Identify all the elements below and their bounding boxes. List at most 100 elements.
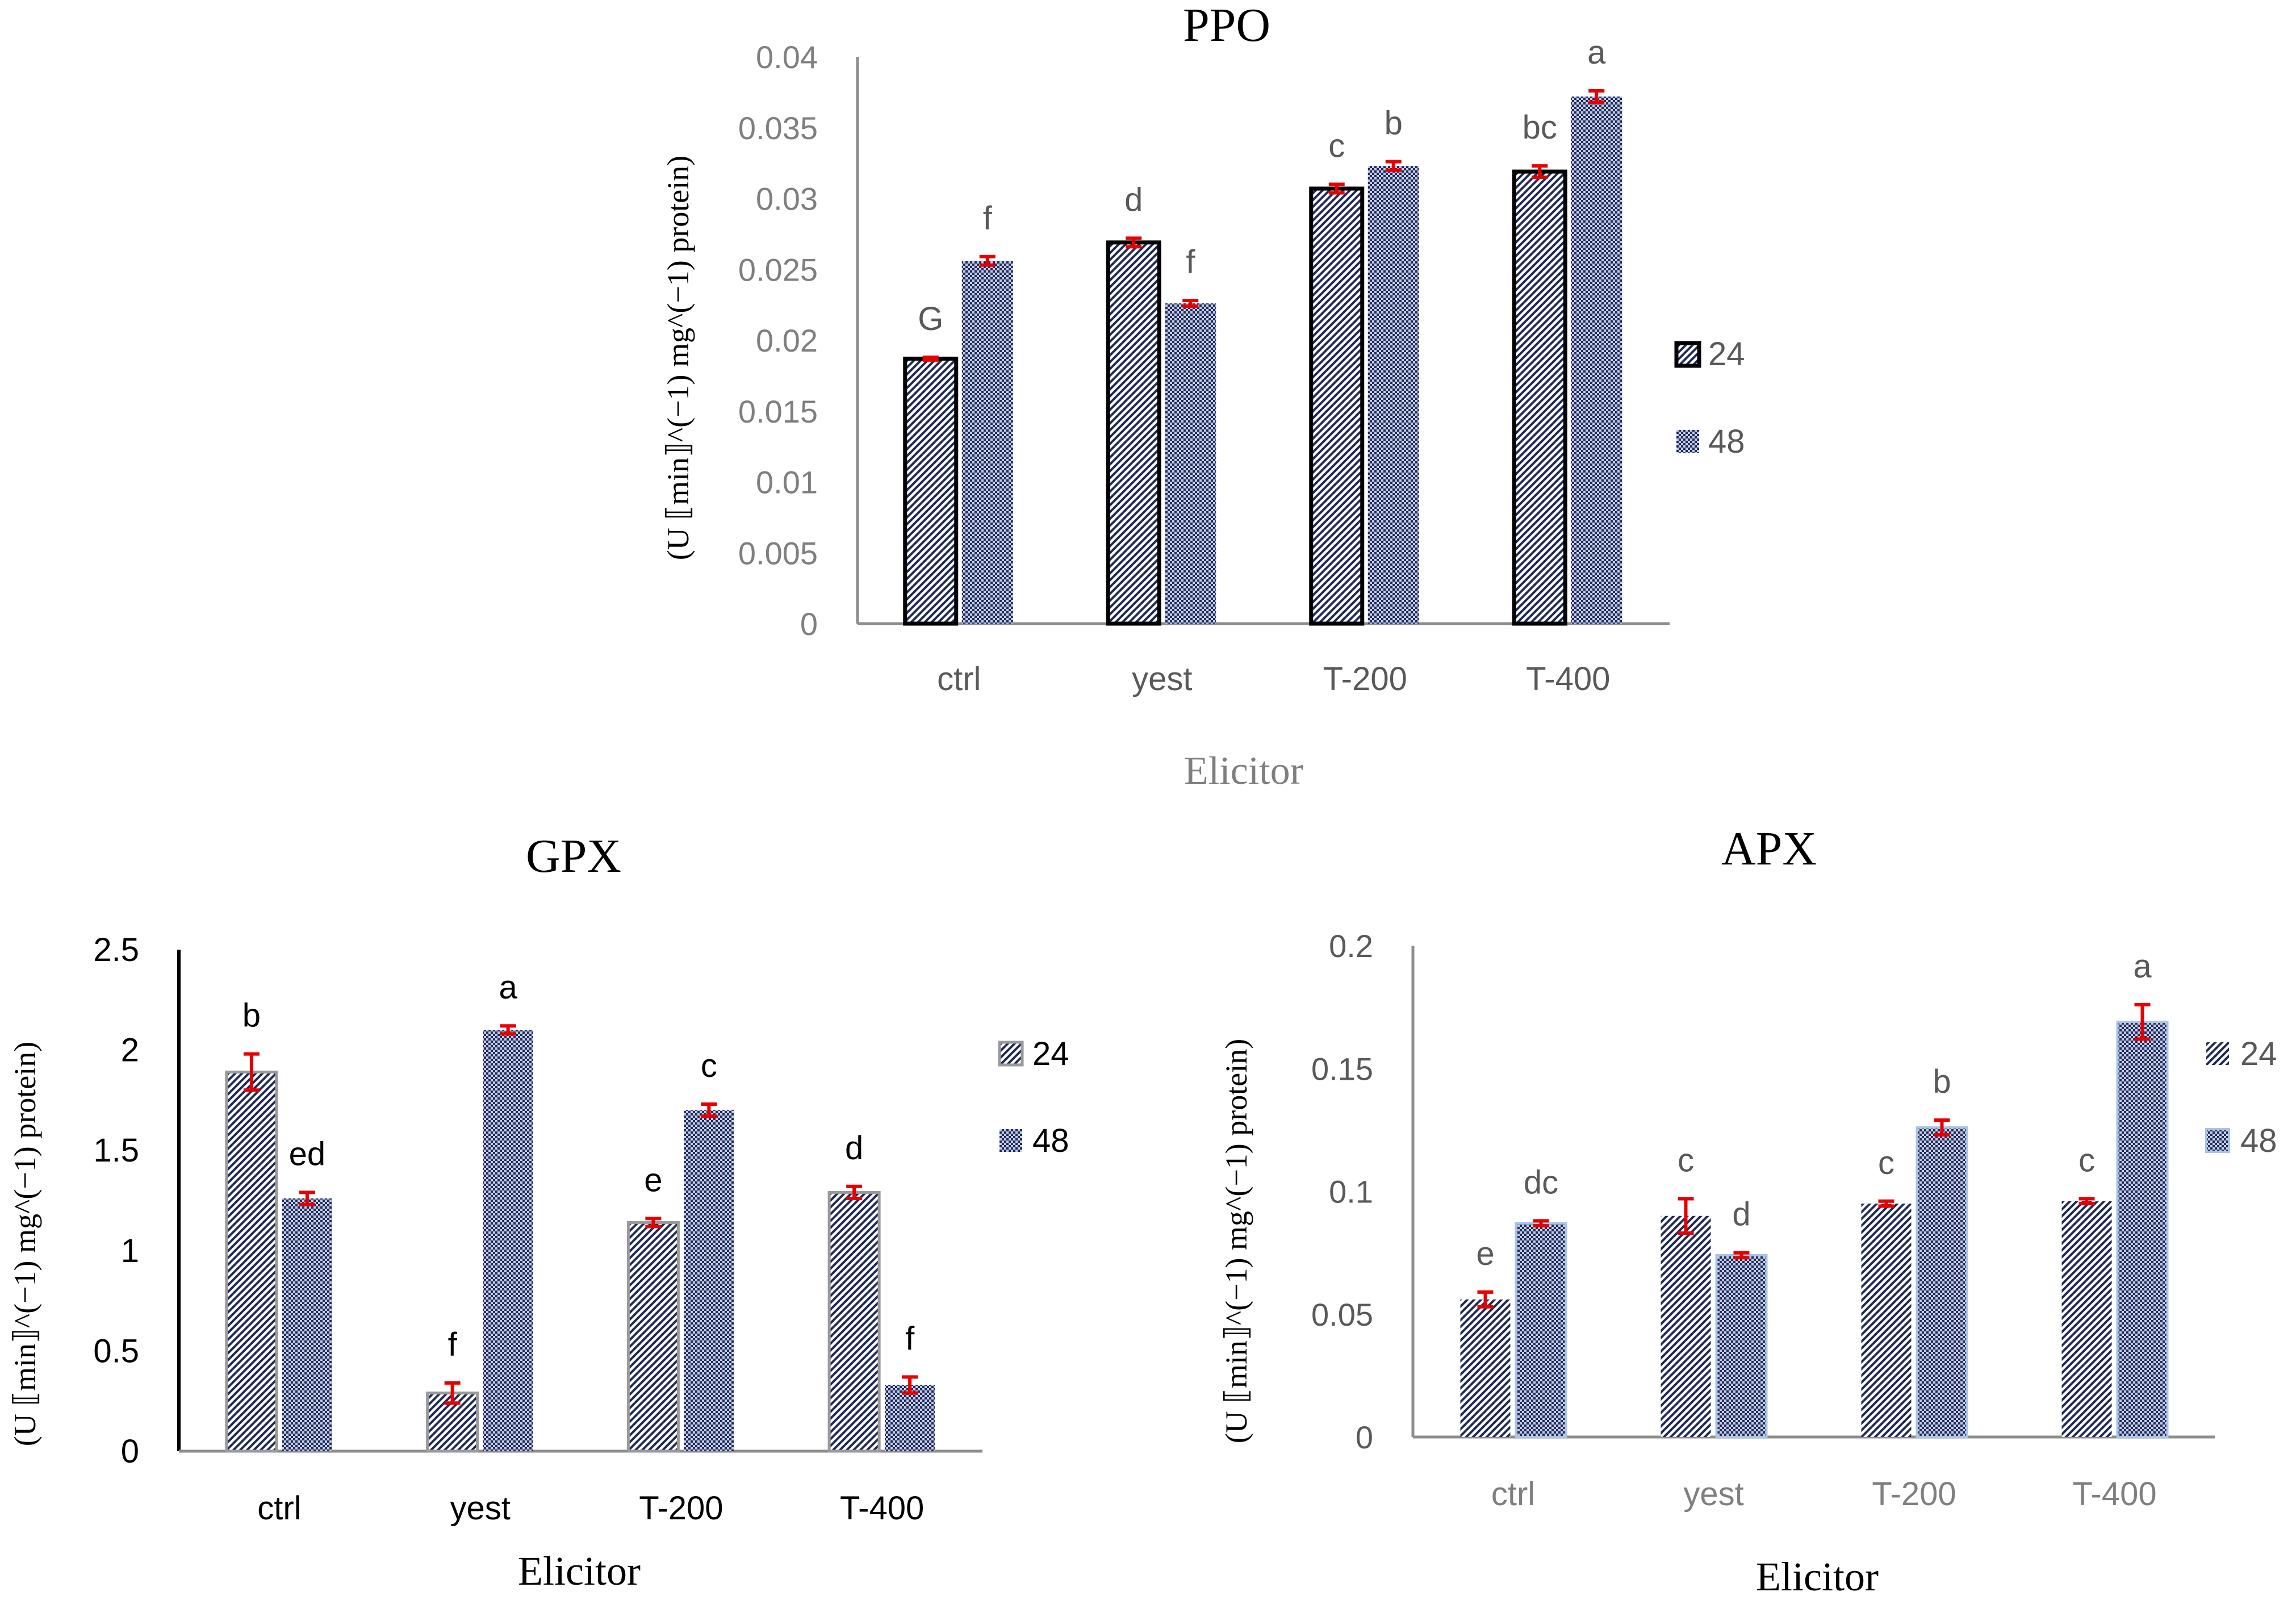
error-bar [1733, 1251, 1750, 1260]
significance-letter: d [845, 1130, 863, 1167]
significance-letter: b [242, 997, 261, 1034]
y-axis-label: (U ⟦min⟧^(−1) mg^(−1) protein) [1219, 1039, 1253, 1443]
y-tick-label: 0 [1356, 1419, 1373, 1455]
legend-swatch-48 [999, 1129, 1022, 1152]
bar-48-ctrl [1515, 1222, 1567, 1439]
x-tick-label: ctrl [937, 661, 981, 697]
error-bar [1934, 1118, 1950, 1137]
bar-48-T-200 [1367, 166, 1419, 624]
significance-letter: f [983, 200, 993, 237]
legend-swatch-48 [1676, 430, 1699, 453]
chart-ppo: PPO (U ⟦min⟧^(−1) mg^(−1) protein) Elici… [661, 0, 1745, 793]
x-tick-label: T-400 [2072, 1476, 2156, 1513]
significance-letter: b [1385, 105, 1403, 142]
significance-letter: c [1878, 1144, 1894, 1181]
significance-letter: d [1732, 1196, 1750, 1233]
bar-24-yest [1661, 1215, 1711, 1437]
y-tick-label: 0 [800, 606, 818, 642]
legend: 24 48 [1674, 336, 1745, 460]
error-bar [1126, 236, 1142, 249]
x-tick-label: yest [1132, 661, 1192, 697]
chart-title: APX [1721, 822, 1817, 875]
x-axis-label: Elicitor [518, 1548, 641, 1594]
x-tick-label: ctrl [1491, 1476, 1535, 1513]
bar-48-yest [483, 1030, 533, 1451]
y-tick-label: 0.1 [1329, 1174, 1373, 1210]
significance-letter: c [2078, 1142, 2095, 1179]
chart-title: PPO [1183, 0, 1270, 52]
legend-swatch-24 [2206, 1042, 2229, 1065]
significance-letter: f [1186, 244, 1195, 281]
significance-letter: ed [289, 1135, 326, 1172]
legend-label-48: 48 [1708, 423, 1745, 460]
bar-24-yest [1106, 240, 1161, 626]
significance-letter: c [701, 1047, 717, 1084]
y-tick-label: 0.035 [738, 110, 818, 146]
significance-letter: c [1678, 1142, 1694, 1179]
error-bar [645, 1217, 662, 1229]
significance-letter: d [1124, 181, 1143, 218]
legend: 24 48 [998, 1035, 1069, 1159]
error-bar [922, 355, 939, 362]
legend-swatch-24 [1674, 341, 1701, 368]
significance-letter: a [499, 969, 517, 1006]
legend-label-48: 48 [2240, 1122, 2277, 1159]
error-bar [902, 1375, 918, 1395]
error-bar [979, 254, 996, 267]
y-tick-label: 0.005 [738, 535, 818, 571]
x-tick-label: T-400 [1526, 661, 1610, 697]
error-bar [1385, 160, 1402, 172]
bar-24-T-400 [827, 1190, 881, 1453]
legend: 24 48 [2205, 1035, 2277, 1159]
chart-apx: APX (U ⟦min⟧^(−1) mg^(−1) protein) Elici… [1219, 822, 2277, 1599]
significance-letter: a [1587, 34, 1606, 71]
y-axis-label: (U ⟦min⟧^(−1) mg^(−1) protein) [8, 1042, 42, 1446]
y-tick-label: 0.025 [738, 252, 818, 287]
error-bar [1477, 1290, 1494, 1309]
bar-24-ctrl [225, 1070, 278, 1453]
x-tick-label: T-200 [1323, 661, 1407, 697]
y-tick-label: 0.2 [1329, 928, 1373, 964]
bar-48-yest [1165, 303, 1216, 624]
bar-48-T-400 [1571, 96, 1622, 624]
y-tick-label: 0 [121, 1433, 139, 1470]
y-tick-label: 1 [121, 1233, 139, 1269]
significance-letter: G [918, 300, 943, 337]
error-bar [1878, 1199, 1894, 1208]
error-bar [1533, 1219, 1549, 1228]
y-tick-label: 0.01 [756, 465, 818, 500]
y-tick-label: 0.05 [1311, 1297, 1373, 1332]
bar-48-T-400 [2116, 1021, 2169, 1438]
bar-24-T-200 [1309, 186, 1365, 626]
error-bar [1532, 164, 1548, 179]
y-tick-label: 0.03 [756, 181, 818, 217]
error-bar [500, 1024, 516, 1036]
significance-letter: e [644, 1162, 662, 1198]
x-tick-label: T-400 [840, 1490, 924, 1527]
y-tick-label: 2 [121, 1032, 139, 1069]
error-bar [1182, 299, 1199, 308]
error-bar [2134, 1002, 2151, 1041]
x-axis-label: Elicitor [1184, 749, 1303, 793]
error-bar [701, 1102, 717, 1118]
significance-letter: b [1933, 1063, 1951, 1100]
y-tick-label: 0.015 [738, 394, 818, 429]
error-bar [1588, 89, 1605, 104]
y-axis-label: (U ⟦min⟧^(−1) mg^(−1) protein) [661, 156, 695, 560]
error-bar [846, 1184, 863, 1200]
bar-24-T-200 [626, 1221, 680, 1453]
bar-24-ctrl [1460, 1299, 1511, 1437]
y-tick-label: 1.5 [93, 1132, 139, 1169]
chart-gpx: GPX (U ⟦min⟧^(−1) mg^(−1) protein) Elici… [8, 830, 1069, 1594]
error-bar [243, 1052, 260, 1092]
error-bar [299, 1190, 315, 1206]
bar-24-T-400 [1512, 169, 1567, 626]
significance-letter: f [448, 1326, 458, 1363]
y-tick-label: 0.5 [93, 1332, 139, 1369]
bar-24-T-200 [1861, 1204, 1912, 1437]
legend-label-24: 24 [2240, 1035, 2277, 1072]
y-tick-label: 0.15 [1311, 1051, 1373, 1087]
legend-label-24: 24 [1032, 1035, 1069, 1072]
significance-letter: bc [1523, 109, 1557, 146]
x-tick-label: ctrl [257, 1490, 301, 1527]
